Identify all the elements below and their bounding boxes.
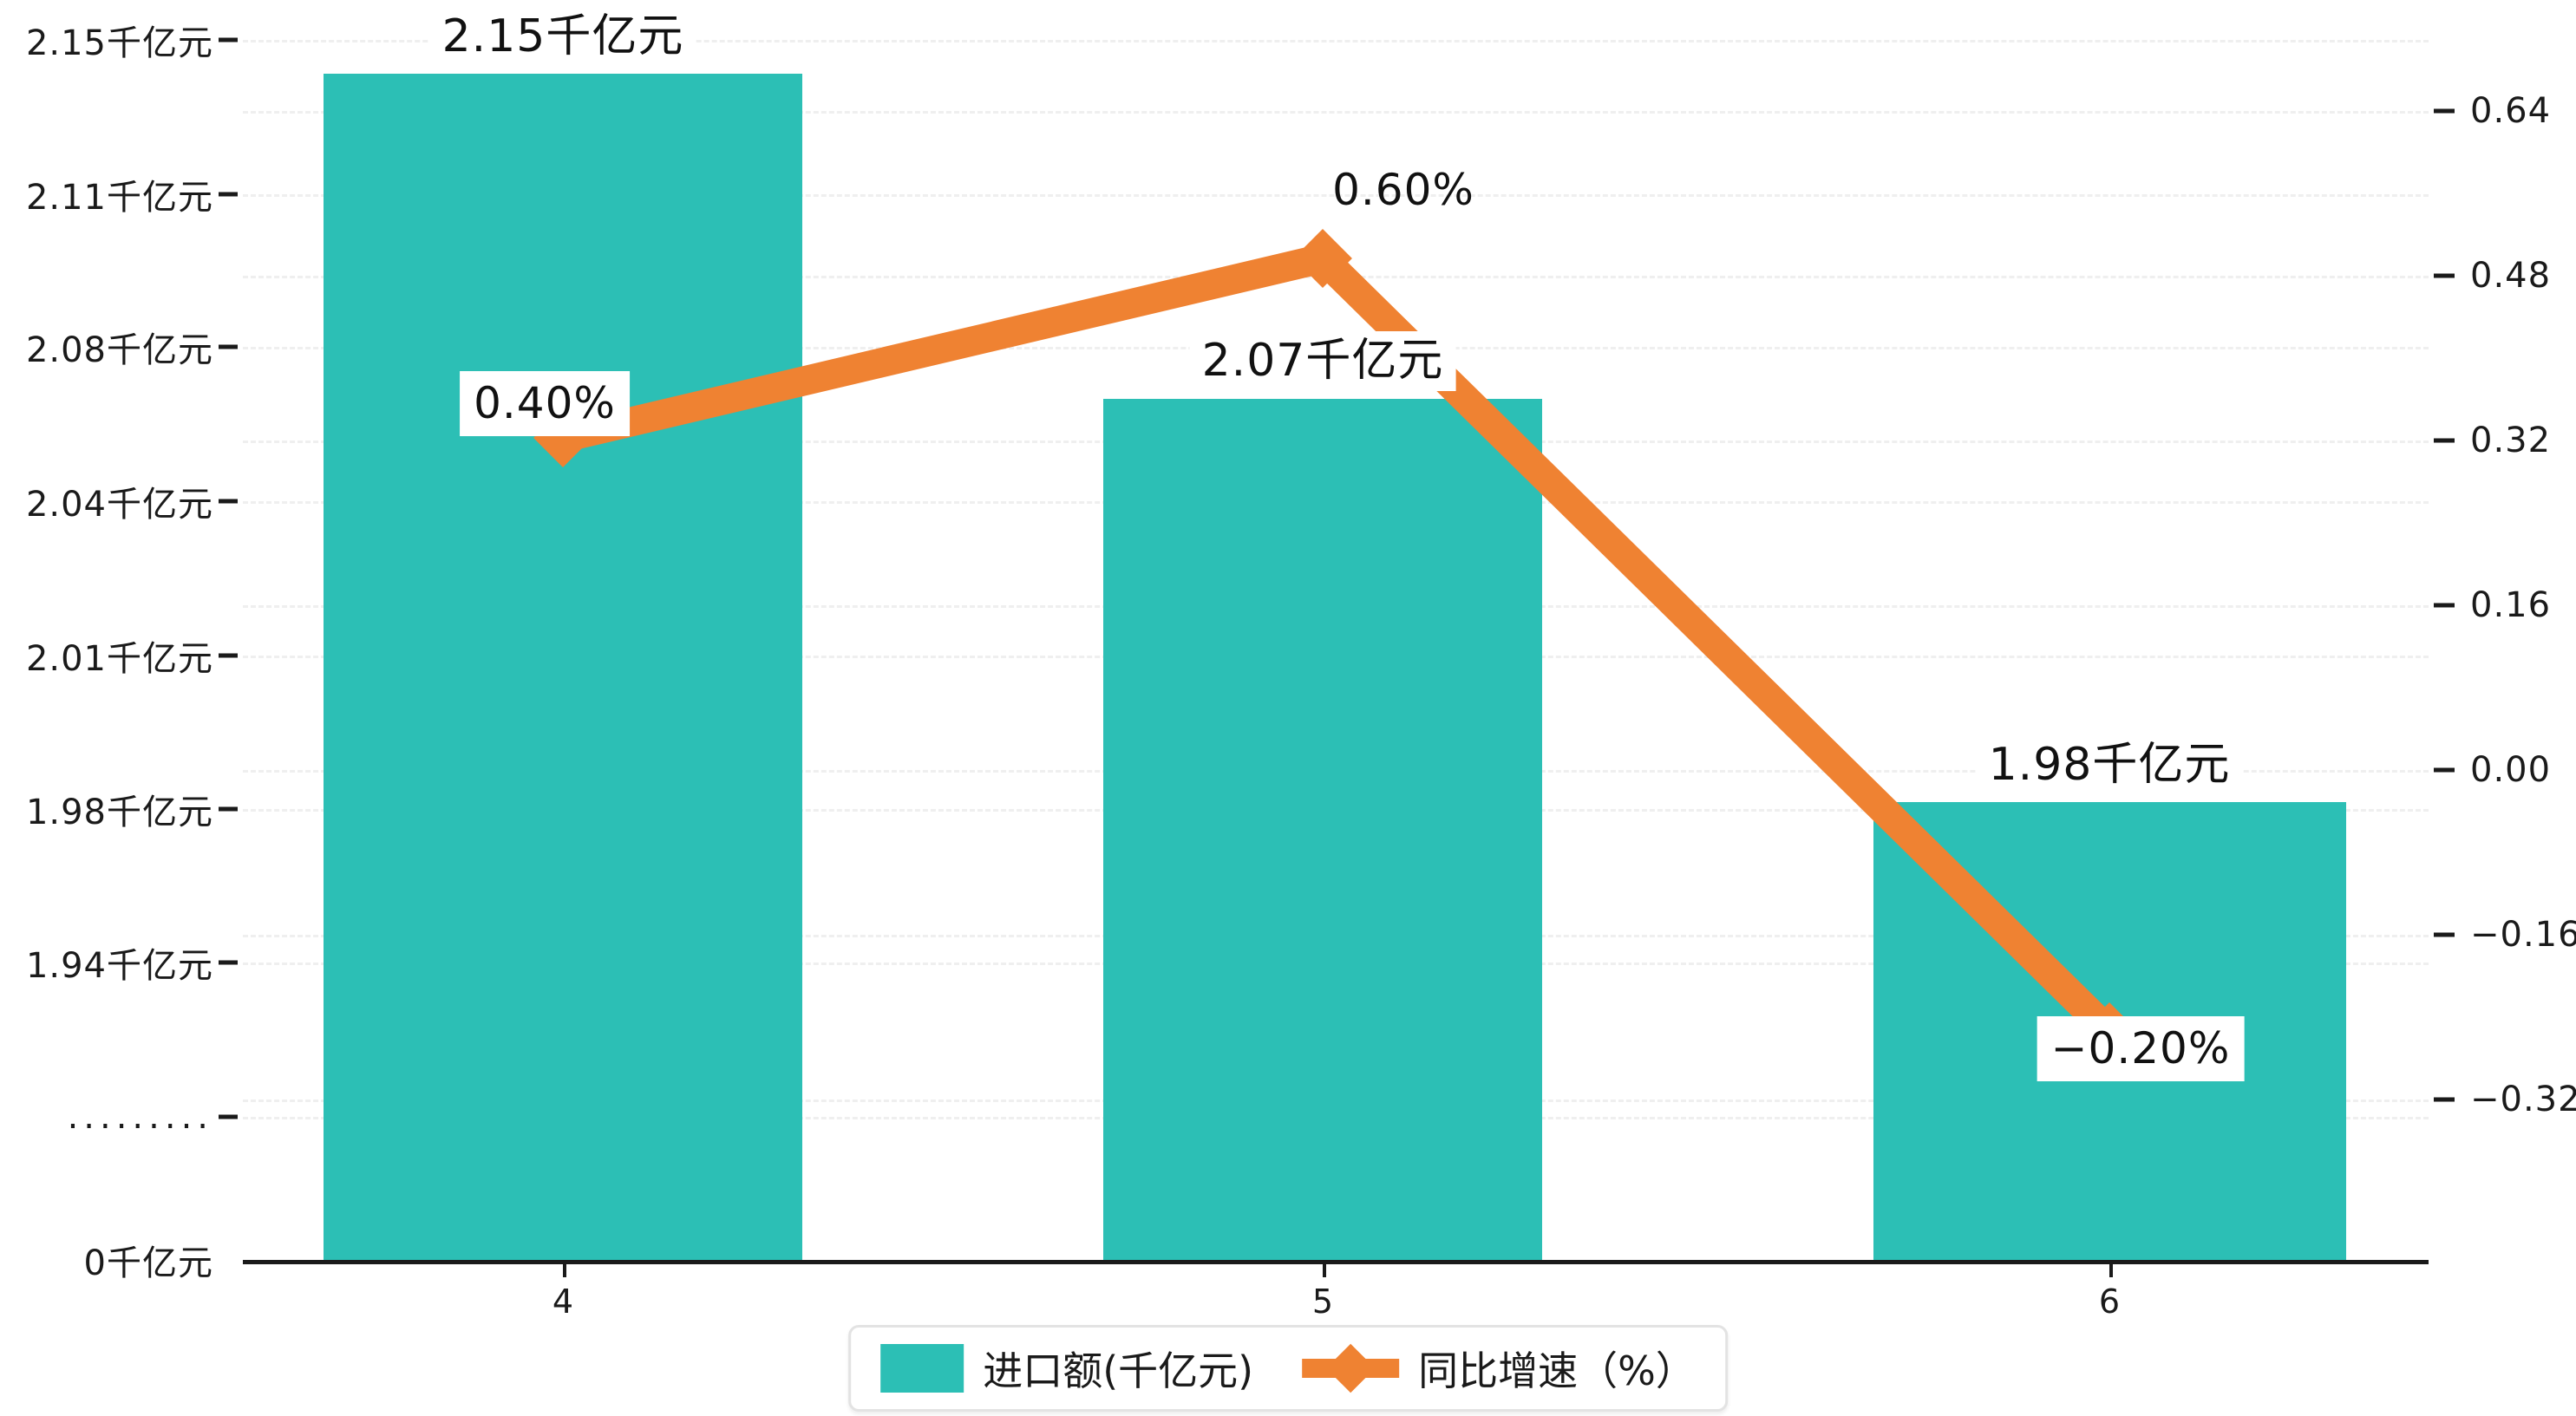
plot-area: 2.15千亿元 2.07千亿元 1.98千亿元 0.40% 0.60% −0.2… <box>243 0 2429 1264</box>
x-axis-tick-label: 4 <box>552 1282 574 1321</box>
right-axis-tick-mark <box>2434 273 2455 278</box>
right-axis-tick-mark <box>2434 1097 2455 1102</box>
gridline <box>243 40 2429 42</box>
x-axis-baseline <box>243 1260 2429 1264</box>
left-axis-tick-label: 2.08千亿元 <box>25 330 213 370</box>
legend-bar-swatch-icon <box>880 1344 964 1393</box>
right-axis-tick-mark <box>2434 932 2455 937</box>
right-axis-tick-mark <box>2434 767 2455 773</box>
left-axis-tick-mark <box>219 1114 238 1119</box>
right-axis-tick-label: 0.00 <box>2470 750 2552 790</box>
x-axis-tick-mark <box>563 1260 566 1277</box>
right-axis-tick-label: 0.32 <box>2470 421 2552 460</box>
chart-legend: 进口额(千亿元) 同比增速（%） <box>848 1325 1728 1412</box>
left-axis-tick-label: 0千亿元 <box>83 1243 213 1283</box>
bar-value-label-6: 1.98千亿元 <box>1976 735 2243 796</box>
x-axis-tick-label: 5 <box>1311 1282 1334 1321</box>
left-axis-tick-mark <box>219 960 238 965</box>
bar-category-4[interactable] <box>324 74 802 1262</box>
legend-item-import-amount[interactable]: 进口额(千亿元) <box>880 1340 1253 1397</box>
x-axis-tick-label: 6 <box>2098 1282 2121 1321</box>
left-axis-tick-label: 2.01千亿元 <box>25 639 213 679</box>
x-axis: 4 5 6 <box>243 1260 2429 1364</box>
left-axis-tick-mark <box>219 192 238 197</box>
x-axis-tick-mark <box>1323 1260 1326 1277</box>
right-axis-tick-label: −0.16 <box>2470 915 2576 955</box>
line-value-label-5: 0.60% <box>1332 165 1474 215</box>
legend-label-growth-rate: 同比增速（%） <box>1418 1347 1696 1394</box>
right-axis-tick-mark <box>2434 438 2455 443</box>
legend-label-import-amount: 进口额(千亿元) <box>983 1347 1254 1394</box>
gridline-secondary <box>243 111 2429 114</box>
legend-item-growth-rate[interactable]: 同比增速（%） <box>1302 1340 1696 1397</box>
left-y-axis: 2.15千亿元 2.11千亿元 2.08千亿元 2.04千亿元 2.01千亿元 … <box>0 0 243 1283</box>
left-axis-tick-mark <box>219 499 238 504</box>
right-axis-tick-label: 0.48 <box>2470 256 2552 296</box>
right-axis-tick-label: 0.64 <box>2470 91 2552 131</box>
bar-value-label-5: 2.07千亿元 <box>1189 331 1456 392</box>
left-axis-tick-label: 2.15千亿元 <box>25 23 213 63</box>
left-axis-tick-label: 1.98千亿元 <box>25 793 213 832</box>
left-axis-break-label: ......... <box>67 1097 213 1137</box>
left-axis-tick-mark <box>219 344 238 349</box>
bar-category-5[interactable] <box>1103 399 1542 1262</box>
left-axis-tick-mark <box>219 37 238 42</box>
left-axis-tick-mark <box>219 653 238 658</box>
gridline <box>243 194 2429 197</box>
left-axis-tick-label: 2.04千亿元 <box>25 485 213 525</box>
right-axis-tick-mark <box>2434 108 2455 114</box>
right-y-axis: 0.64 0.48 0.32 0.16 0.00 −0.16 −0.32 <box>2429 0 2576 1262</box>
left-axis-tick-mark <box>219 806 238 812</box>
right-axis-tick-mark <box>2434 603 2455 608</box>
line-value-label-6: −0.20% <box>2037 1016 2245 1081</box>
right-axis-tick-label: 0.16 <box>2470 585 2552 625</box>
line-value-label-4: 0.40% <box>460 371 630 436</box>
left-axis-tick-label: 1.94千亿元 <box>25 946 213 986</box>
left-axis-tick-label: 2.11千亿元 <box>25 178 213 218</box>
legend-line-marker-icon <box>1302 1343 1400 1393</box>
bar-value-label-4: 2.15千亿元 <box>429 7 696 68</box>
x-axis-tick-mark <box>2109 1260 2113 1277</box>
right-axis-tick-label: −0.32 <box>2470 1080 2576 1119</box>
